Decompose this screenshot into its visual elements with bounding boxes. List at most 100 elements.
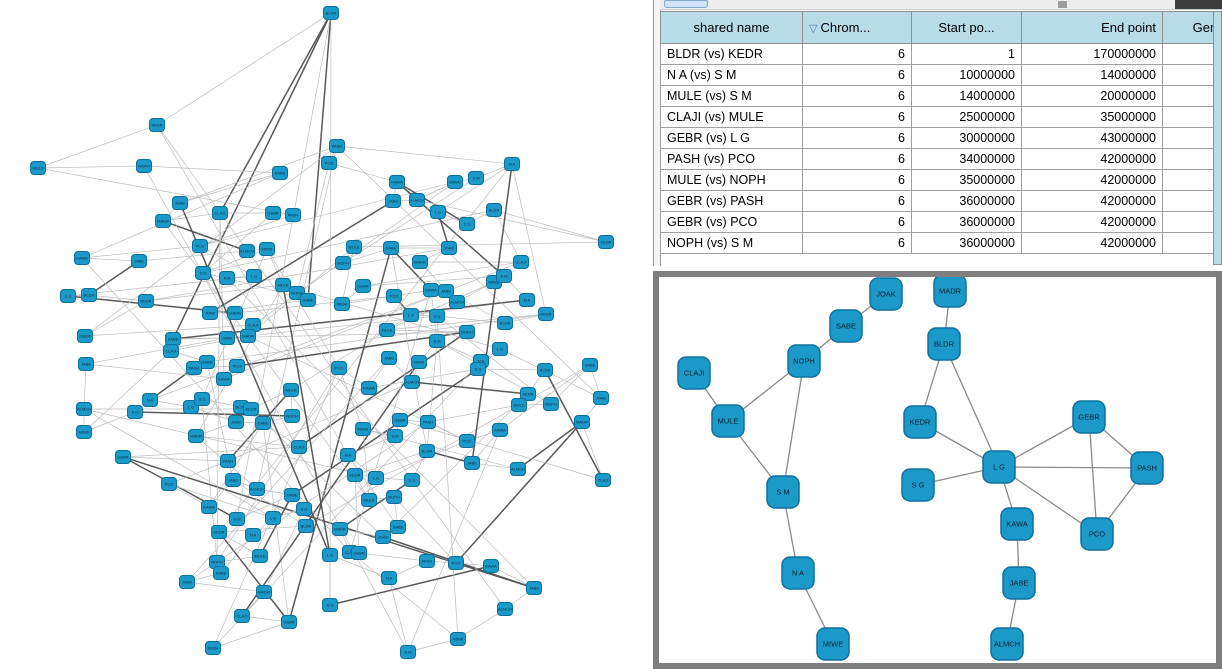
node-shape[interactable] [593,391,609,405]
network-node[interactable]: JABE [385,194,401,208]
table-cell[interactable]: NOPH (vs) S M [660,232,803,254]
node-shape[interactable] [787,344,821,378]
table-row[interactable]: MULE (vs) S M614000000200000007.5 [660,85,1222,107]
network-node[interactable]: JOAK [219,331,235,345]
node-shape[interactable] [60,289,76,303]
network-node-sabe[interactable]: SABE [829,309,863,343]
node-shape[interactable] [816,627,850,661]
node-shape[interactable] [903,405,937,439]
network-node-claji[interactable]: CLAJI [677,356,711,390]
node-shape[interactable] [420,415,436,429]
network-node[interactable]: CLAJI [234,609,250,623]
node-shape[interactable] [351,546,367,560]
network-node[interactable]: MULE [511,398,527,412]
table-cell[interactable]: 42000000 [1021,169,1163,191]
node-shape[interactable] [470,362,486,376]
node-shape[interactable] [186,361,202,375]
node-shape[interactable] [582,358,598,372]
network-node[interactable]: BLDR [537,363,553,377]
vertical-scrollbar-strip[interactable] [1213,11,1222,265]
column-header-endpoint[interactable]: End point [1021,11,1163,44]
network-node[interactable]: CLAJI [212,206,228,220]
network-node[interactable]: KAWA [483,559,499,573]
network-node[interactable]: BLDR [486,203,502,217]
network-node[interactable]: N A [519,293,535,307]
node-shape[interactable] [213,566,229,580]
network-node[interactable]: KAWA [361,381,377,395]
network-node[interactable]: NOPH [284,409,300,423]
node-shape[interactable] [229,512,245,526]
network-node[interactable]: PASH [205,641,221,655]
node-shape[interactable] [329,139,345,153]
node-shape[interactable] [389,175,405,189]
network-node[interactable]: NOPH [136,159,152,173]
node-shape[interactable] [272,166,288,180]
node-shape[interactable] [127,405,143,419]
network-edge[interactable] [1088,416,1098,535]
node-shape[interactable] [322,548,338,562]
node-shape[interactable] [368,471,384,485]
table-cell[interactable]: 10.5 [1162,169,1222,191]
node-shape[interactable] [298,519,314,533]
node-shape[interactable] [212,206,228,220]
network-node[interactable]: MIWE [259,242,275,256]
table-cell[interactable]: 6.6 [1162,64,1222,86]
node-shape[interactable] [291,440,307,454]
table-cell[interactable]: 6 [802,211,912,233]
table-row[interactable]: BLDR (vs) KEDR61170000000192.0 [660,43,1222,65]
network-node[interactable]: PCO [192,239,208,253]
network-node-noph[interactable]: NOPH [787,344,821,378]
table-cell[interactable]: 14000000 [1021,64,1163,86]
table-cell[interactable]: 6 [802,106,912,128]
network-node[interactable]: NOPH [459,325,475,339]
network-edge[interactable] [943,343,1000,468]
network-node[interactable]: ALMCH [497,602,513,616]
node-shape[interactable] [219,271,235,285]
network-node[interactable]: PCO [459,434,475,448]
network-node-miwe[interactable]: MIWE [816,627,850,661]
network-node[interactable]: KEDR [347,468,363,482]
table-cell[interactable]: 42000000 [1021,148,1163,170]
network-node-joak[interactable]: JOAK [869,277,903,311]
sub-network-canvas[interactable]: JOAK MADR SABE NOPH CLAJI BLDR MULE KEDR GEBR L G… [659,274,1216,663]
network-node[interactable]: GEBR [351,546,367,560]
node-shape[interactable] [142,393,158,407]
network-node[interactable]: S G [322,598,338,612]
network-node[interactable]: BLDR [298,519,314,533]
network-node[interactable]: GEBR [355,279,371,293]
network-node[interactable]: ALMCH [510,462,526,476]
table-cell[interactable]: CLAJI (vs) MULE [660,106,803,128]
node-shape[interactable] [447,175,463,189]
node-shape[interactable] [322,598,338,612]
table-row[interactable]: NOPH (vs) S M636000000420000009.9 [660,232,1222,254]
network-node-madr[interactable]: MADR [933,274,967,308]
network-node[interactable]: N A [245,528,261,542]
network-node[interactable]: ALMCH [239,244,255,258]
network-node[interactable]: S G [459,217,475,231]
network-node[interactable]: S G [194,392,210,406]
network-node[interactable]: PCO [229,359,245,373]
network-node[interactable]: MIWE [284,488,300,502]
table-row[interactable]: CLAJI (vs) MULE625000000350000005.9 [660,106,1222,128]
node-shape[interactable] [381,351,397,365]
node-shape[interactable] [990,627,1024,661]
node-shape[interactable] [409,193,425,207]
node-shape[interactable] [486,203,502,217]
network-node[interactable]: JABE [464,456,480,470]
node-shape[interactable] [281,615,297,629]
table-cell[interactable]: 20000000 [1021,85,1163,107]
table-cell[interactable]: PASH (vs) PCO [660,148,803,170]
network-node[interactable]: MULE [379,323,395,337]
node-shape[interactable] [781,556,815,590]
node-shape[interactable] [419,554,435,568]
node-shape[interactable] [519,293,535,307]
network-node[interactable]: CLAJI [245,318,261,332]
node-shape[interactable] [520,387,536,401]
node-shape[interactable] [448,556,464,570]
scrollbar-thumb[interactable] [664,0,708,8]
node-shape[interactable] [1080,517,1114,551]
network-node[interactable]: CLAJI [291,440,307,454]
node-shape[interactable] [711,404,745,438]
node-shape[interactable] [243,402,259,416]
table-cell[interactable]: 36000000 [911,232,1022,254]
